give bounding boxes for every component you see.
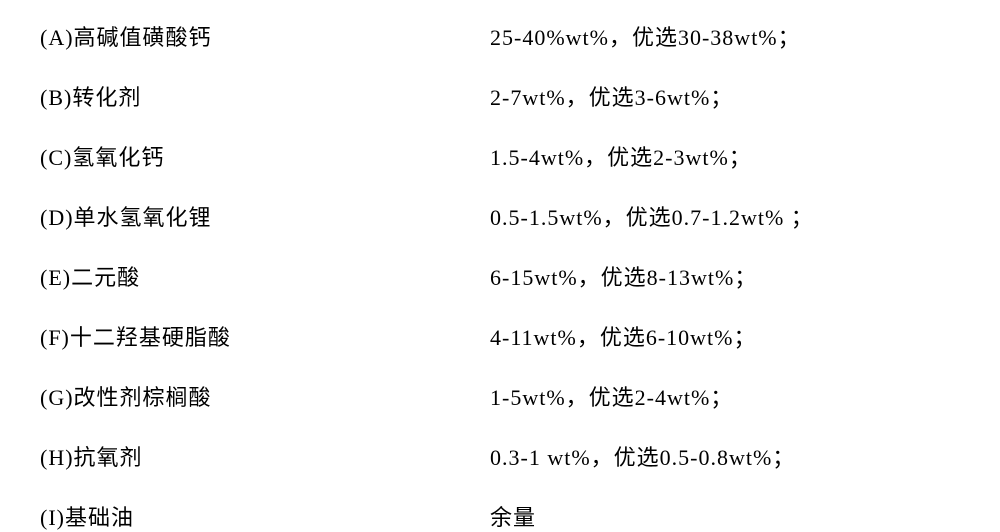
- item-value: 1-5wt%，优选2-4wt%；: [490, 380, 733, 412]
- list-item: (I)基础油 余量: [40, 500, 960, 532]
- item-value: 1.5-4wt%，优选2-3wt%；: [490, 140, 752, 172]
- list-item: (D)单水氢氧化锂 0.5-1.5wt%，优选0.7-1.2wt% ；: [40, 200, 960, 232]
- list-item: (C)氢氧化钙 1.5-4wt%，优选2-3wt%；: [40, 140, 960, 172]
- item-label: (B)转化剂: [40, 80, 490, 112]
- list-item: (B)转化剂 2-7wt%，优选3-6wt%；: [40, 80, 960, 112]
- item-value: 6-15wt%，优选8-13wt%；: [490, 260, 757, 292]
- item-value: 0.3-1 wt%，优选0.5-0.8wt%；: [490, 440, 795, 472]
- item-label: (F)十二羟基硬脂酸: [40, 320, 490, 352]
- item-value: 2-7wt%，优选3-6wt%；: [490, 80, 733, 112]
- item-label: (A)高碱值磺酸钙: [40, 20, 490, 52]
- list-item: (H)抗氧剂 0.3-1 wt%，优选0.5-0.8wt%；: [40, 440, 960, 472]
- item-value: 余量: [490, 500, 536, 532]
- item-label: (H)抗氧剂: [40, 440, 490, 472]
- item-label: (G)改性剂棕榈酸: [40, 380, 490, 412]
- list-item: (E)二元酸 6-15wt%，优选8-13wt%；: [40, 260, 960, 292]
- item-label: (C)氢氧化钙: [40, 140, 490, 172]
- item-label: (I)基础油: [40, 500, 490, 532]
- item-value: 4-11wt%，优选6-10wt%；: [490, 320, 757, 352]
- item-label: (E)二元酸: [40, 260, 490, 292]
- item-label: (D)单水氢氧化锂: [40, 200, 490, 232]
- item-value: 0.5-1.5wt%，优选0.7-1.2wt% ；: [490, 200, 814, 232]
- composition-list: (A)高碱值磺酸钙 25-40%wt%，优选30-38wt%； (B)转化剂 2…: [40, 20, 960, 532]
- item-value: 25-40%wt%，优选30-38wt%；: [490, 20, 801, 52]
- list-item: (G)改性剂棕榈酸 1-5wt%，优选2-4wt%；: [40, 380, 960, 412]
- list-item: (A)高碱值磺酸钙 25-40%wt%，优选30-38wt%；: [40, 20, 960, 52]
- list-item: (F)十二羟基硬脂酸 4-11wt%，优选6-10wt%；: [40, 320, 960, 352]
